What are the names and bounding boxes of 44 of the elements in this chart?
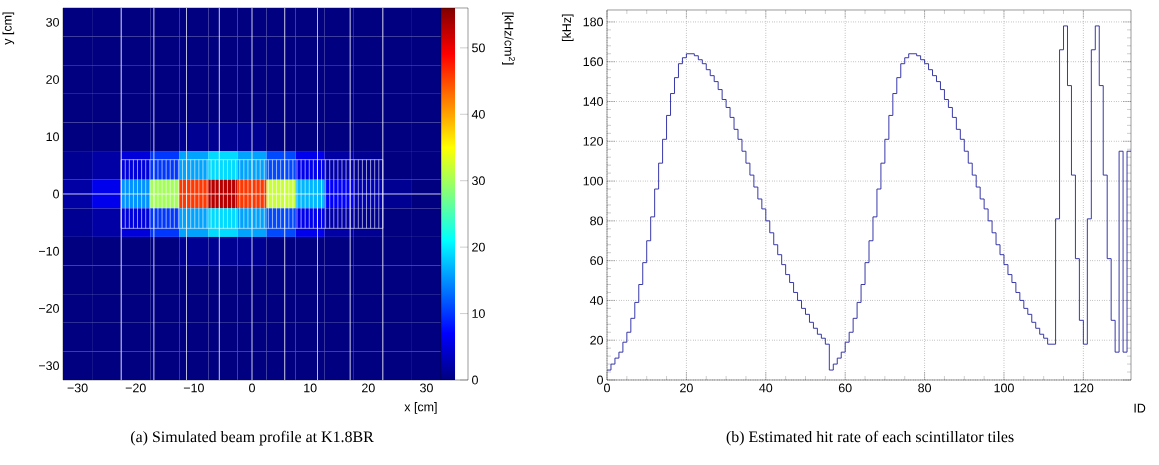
text: (b) Estimated hit rate of each scintillator tiles — [726, 430, 1014, 446]
y-axis-title: [kHz] — [561, 14, 574, 41]
x-tick-label: −10 — [183, 383, 204, 393]
x-tick-label: 20 — [362, 383, 375, 393]
y-tick-label: 60 — [590, 256, 603, 266]
y-tick-label: 10 — [46, 132, 59, 142]
x-tick-label: 0 — [604, 383, 610, 393]
x-tick-label: 80 — [918, 383, 932, 393]
y-tick-label: 40 — [589, 296, 603, 305]
x-tick-label: 40 — [759, 383, 773, 393]
y-tick-label: −30 — [38, 361, 59, 371]
color-bar-title: [kHz/cm$^{2}$] — [502, 12, 516, 65]
y-tick-label: 180 — [583, 17, 603, 27]
x-tick-label: 30 — [420, 383, 433, 393]
y-tick-label: 100 — [583, 176, 603, 186]
y-tick-label: 0 — [597, 375, 603, 385]
x-axis-title: x [cm] — [404, 402, 437, 414]
text: (a) Simulated beam profile at K1.8BR — [130, 430, 374, 446]
color-bar-label: 10 — [472, 309, 485, 318]
y-tick-label: 30 — [46, 17, 59, 27]
x-tick-label: 60 — [838, 383, 852, 393]
color-bar-label: 50 — [472, 43, 485, 53]
y-tick-label: 80 — [590, 216, 603, 226]
x-tick-label: −30 — [67, 383, 88, 393]
color-bar-label: 0 — [472, 375, 478, 385]
x-tick-label: 100 — [994, 383, 1014, 393]
y-tick-label: −10 — [38, 246, 59, 256]
y-tick-label: 20 — [46, 75, 59, 84]
y-tick-label: 120 — [583, 136, 603, 146]
y-tick-label: 160 — [583, 57, 603, 67]
y-tick-label: 140 — [583, 97, 603, 106]
y-tick-label: 0 — [53, 189, 59, 199]
x-axis-title: ID — [1134, 403, 1146, 413]
x-tick-label: 0 — [249, 383, 255, 393]
x-tick-label: 20 — [680, 383, 693, 393]
y-tick-label: 20 — [590, 335, 603, 345]
color-bar-label: 30 — [472, 176, 485, 186]
x-tick-label: 120 — [1073, 383, 1094, 393]
y-tick-label: −20 — [38, 304, 59, 313]
color-bar-label: 20 — [472, 242, 485, 252]
x-tick-label: −20 — [125, 383, 146, 393]
color-bar-label: 40 — [471, 109, 485, 119]
y-axis-title: y [cm] — [2, 12, 15, 45]
x-tick-label: 10 — [304, 383, 317, 393]
